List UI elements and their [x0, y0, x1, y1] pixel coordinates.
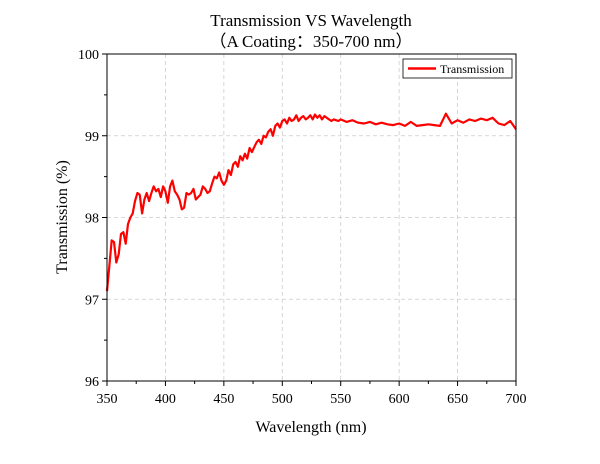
x-tick-label: 700: [506, 392, 527, 407]
grid: [106, 53, 517, 382]
chart-subtitle: （A Coating：350-700 nm）: [209, 32, 412, 51]
legend-box: [402, 58, 513, 79]
y-tick-label: 99: [85, 130, 99, 145]
legend-label: Transmission: [440, 62, 504, 76]
series-line-transmission: [105, 112, 517, 292]
x-tick-label: 500: [272, 392, 293, 407]
x-tick-label: 400: [155, 392, 176, 407]
chart-title: Transmission VS Wavelength: [210, 11, 412, 30]
ticks: 350 400 450 500 550 600 650 700 96 97 98 99 100: [78, 48, 527, 407]
x-tick-label: 650: [447, 392, 468, 407]
x-tick-label: 350: [97, 392, 118, 407]
y-tick-label: 97: [85, 293, 99, 308]
y-axis-label: Transmission (%): [54, 160, 71, 274]
legend: Transmission: [402, 58, 513, 79]
x-tick-label: 450: [213, 392, 234, 407]
x-axis-label: Wavelength (nm): [255, 419, 366, 436]
y-tick-label: 100: [78, 48, 99, 63]
series-layer: [105, 112, 517, 292]
x-tick-label: 550: [330, 392, 351, 407]
x-tick-label: 600: [389, 392, 410, 407]
y-tick-label: 98: [85, 212, 99, 227]
y-tick-label: 96: [85, 375, 99, 390]
